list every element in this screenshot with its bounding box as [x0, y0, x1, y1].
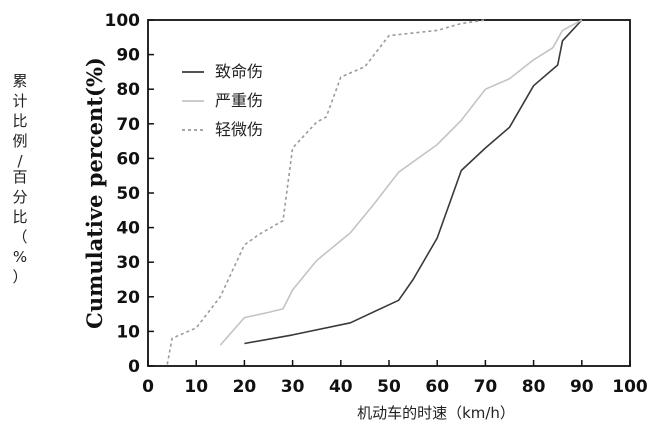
y-label-secondary-char: 分 [12, 188, 27, 206]
y-tick-label: 20 [116, 288, 140, 308]
y-tick-label: 10 [116, 322, 140, 342]
y-tick-label: 0 [128, 357, 140, 377]
x-ticks: 0 10 20 30 40 50 60 70 80 90 100 [142, 360, 648, 397]
y-tick-label: 80 [116, 80, 140, 100]
x-tick-label: 20 [233, 377, 257, 397]
series-line-1 [219, 19, 583, 346]
legend-label-1: 严重伤 [215, 91, 263, 110]
y-label-secondary-char: 累 [12, 72, 27, 90]
legend-label-2: 轻微伤 [215, 120, 263, 139]
x-tick-label: 30 [281, 377, 305, 397]
y-label-secondary-char: / [17, 152, 23, 170]
y-ticks: 0 10 20 30 40 50 60 70 80 90 100 [105, 11, 154, 377]
y-tick-label: 40 [116, 219, 140, 239]
x-tick-label: 90 [570, 377, 594, 397]
y-tick-label: 100 [105, 11, 141, 31]
y-label-secondary-char: % [13, 248, 27, 266]
x-tick-label: 50 [377, 377, 401, 397]
x-tick-label: 10 [184, 377, 208, 397]
y-label-secondary-char: 比 [12, 112, 27, 130]
legend-label-0: 致命伤 [215, 62, 263, 81]
x-axis-label: 机动车的时速（km/h） [357, 404, 515, 422]
x-tick-label: 80 [522, 377, 546, 397]
series-line-0 [244, 19, 583, 345]
y-tick-label: 70 [116, 115, 140, 135]
x-tick-label: 0 [142, 377, 154, 397]
series-line-2 [166, 19, 486, 365]
y-label-secondary-char: 计 [12, 92, 27, 110]
x-tick-label: 100 [612, 377, 648, 397]
y-tick-label: 30 [116, 253, 140, 273]
series-lines [166, 19, 583, 365]
y-label-secondary-char: （ [12, 228, 27, 246]
x-tick-label: 60 [425, 377, 449, 397]
y-label-secondary-char: 百 [12, 168, 27, 186]
y-tick-label: 90 [116, 46, 140, 66]
y-tick-label: 60 [116, 149, 140, 169]
y-label-secondary-char: 例 [12, 132, 27, 150]
y-axis-label: Cumulative percent(%) [82, 57, 107, 329]
y-tick-label: 50 [116, 184, 140, 204]
x-tick-label: 70 [474, 377, 498, 397]
x-tick-label: 40 [329, 377, 353, 397]
y-label-secondary-char: 比 [12, 208, 27, 226]
y-label-secondary-char: ） [12, 268, 27, 286]
